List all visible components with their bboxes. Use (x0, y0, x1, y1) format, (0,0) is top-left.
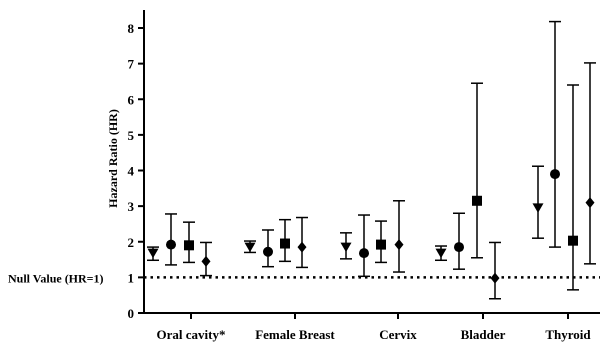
x-axis: Oral cavity* Female Breast Cervix Bladder Th… (144, 312, 600, 342)
y-tick-label: 5 (128, 128, 135, 143)
hr-marker-square (568, 235, 578, 246)
y-tick-label: 1 (128, 270, 135, 285)
x-category-label: Cervix (379, 327, 417, 342)
hr-marker-diamond (490, 272, 500, 284)
ci-point-square (183, 221, 195, 264)
hr-marker-triangle (340, 242, 352, 253)
ci-point-diamond (584, 62, 596, 265)
hr-marker-square (280, 238, 290, 249)
ci-point-triangle-down (532, 165, 544, 239)
hr-marker-diamond (297, 241, 307, 253)
y-tick-label: 6 (128, 92, 135, 107)
ci-point-square (279, 218, 291, 263)
hr-marker-triangle (244, 242, 256, 253)
ci-point-circle (165, 213, 177, 266)
hr-marker-circle (454, 242, 464, 253)
ci-point-diamond (393, 200, 405, 273)
x-category-label: Thyroid (545, 327, 591, 342)
ci-point-diamond (489, 241, 501, 300)
ci-point-square (471, 82, 483, 259)
hr-marker-square (376, 239, 386, 250)
ci-point-triangle-down (147, 246, 159, 262)
x-category-label: Oral cavity* (157, 327, 226, 342)
hr-marker-circle (359, 248, 369, 259)
y-tick-label: 8 (128, 21, 135, 36)
hr-marker-circle (550, 169, 560, 180)
ci-point-diamond (296, 216, 308, 269)
ci-point-circle (549, 20, 561, 248)
y-tick-label: 2 (128, 235, 135, 250)
hr-marker-triangle (532, 203, 544, 213)
ci-point-circle (453, 212, 465, 270)
y-tick-label: 3 (128, 199, 135, 214)
hr-marker-circle (263, 246, 273, 257)
y-axis: 0 1 2 3 4 5 6 7 8 (128, 10, 145, 321)
ci-point-triangle-down (340, 232, 352, 260)
ci-point-diamond (200, 241, 212, 277)
hr-marker-circle (166, 239, 176, 250)
hr-marker-diamond (394, 239, 404, 251)
hr-marker-triangle (435, 248, 447, 259)
x-category-label: Bladder (461, 327, 506, 342)
y-axis-title: Hazard Ratio (HR) (106, 109, 120, 208)
null-value-reference: Null Value (HR=1) (8, 271, 600, 285)
hr-marker-square (472, 195, 482, 206)
ci-point-square (567, 84, 579, 291)
ci-point-triangle-down (244, 240, 256, 254)
reference-line-label: Null Value (HR=1) (8, 271, 104, 285)
ci-point-circle (358, 214, 370, 278)
hr-marker-triangle (147, 248, 159, 259)
data-points (147, 20, 596, 300)
hr-marker-diamond (585, 197, 595, 209)
hr-marker-diamond (201, 255, 211, 267)
y-tick-label: 7 (128, 57, 135, 72)
x-category-label: Female Breast (255, 327, 335, 342)
ci-point-square (375, 220, 387, 264)
y-tick-label: 4 (128, 164, 135, 179)
y-tick-label: 0 (128, 306, 135, 321)
ci-point-triangle-down (435, 245, 447, 262)
ci-point-circle (262, 229, 274, 268)
hr-marker-square (184, 240, 194, 251)
